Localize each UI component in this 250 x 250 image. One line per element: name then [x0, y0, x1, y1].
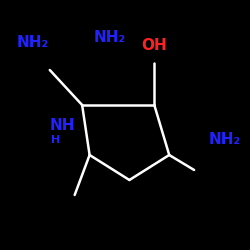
Text: NH: NH: [50, 118, 75, 132]
Text: H: H: [51, 135, 60, 145]
Text: OH: OH: [142, 38, 167, 52]
Text: NH₂: NH₂: [94, 30, 126, 45]
Text: NH₂: NH₂: [209, 132, 241, 148]
Text: NH₂: NH₂: [16, 35, 48, 50]
